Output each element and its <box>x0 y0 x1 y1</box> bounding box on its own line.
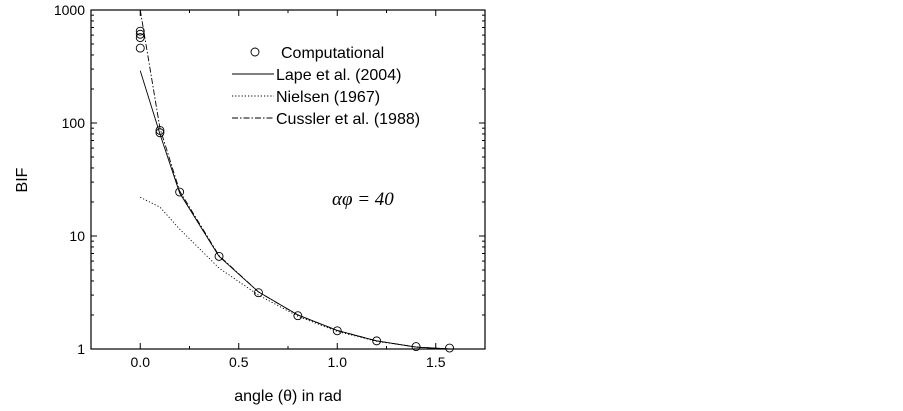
series-line-cussler-et-al-1988 <box>139 9 450 350</box>
data-point-computational <box>155 125 165 135</box>
data-point-computational <box>155 128 165 138</box>
axis-ticks: 0.0 0.5 1.0 1.5 1 10 100 1000 <box>54 2 485 370</box>
data-point-computational <box>135 26 145 36</box>
data-point-computational <box>372 336 382 346</box>
x-tick-label: 1.0 <box>328 354 348 370</box>
data-point-computational <box>445 343 454 353</box>
x-tick-label: 0.0 <box>131 354 151 370</box>
series-points <box>135 26 454 353</box>
data-point-computational <box>135 29 145 39</box>
legend-label: Nielsen (1967) <box>276 89 380 106</box>
series-line-nielsen-1967 <box>140 196 450 350</box>
data-point-computational <box>332 326 342 336</box>
y-tick-label: 100 <box>62 115 86 131</box>
legend-marker-circle <box>250 47 260 57</box>
legend-label: Computational <box>281 45 384 62</box>
data-point-computational <box>135 43 145 53</box>
legend: Computational Lape et al. (2004) Nielsen (… <box>232 45 420 128</box>
series-lines <box>139 9 450 350</box>
x-tick-label: 0.5 <box>229 354 249 370</box>
chart-annotation: αφ = 40 <box>332 189 394 210</box>
y-tick-label: 10 <box>69 228 85 244</box>
y-tick-label: 1000 <box>54 2 85 18</box>
y-axis-label: BIF <box>14 167 31 192</box>
data-point-computational <box>293 311 303 321</box>
x-tick-label: 1.5 <box>426 354 446 370</box>
legend-label: Lape et al. (2004) <box>276 67 401 84</box>
data-point-computational <box>254 288 263 298</box>
data-point-computational <box>214 251 224 261</box>
legend-label: Cussler et al. (1988) <box>276 111 420 128</box>
y-tick-label: 1 <box>77 341 85 357</box>
data-point-computational <box>411 342 421 352</box>
data-point-computational <box>175 187 185 197</box>
x-axis-label: angle (θ) in rad <box>234 388 342 405</box>
data-point-computational <box>135 33 145 43</box>
